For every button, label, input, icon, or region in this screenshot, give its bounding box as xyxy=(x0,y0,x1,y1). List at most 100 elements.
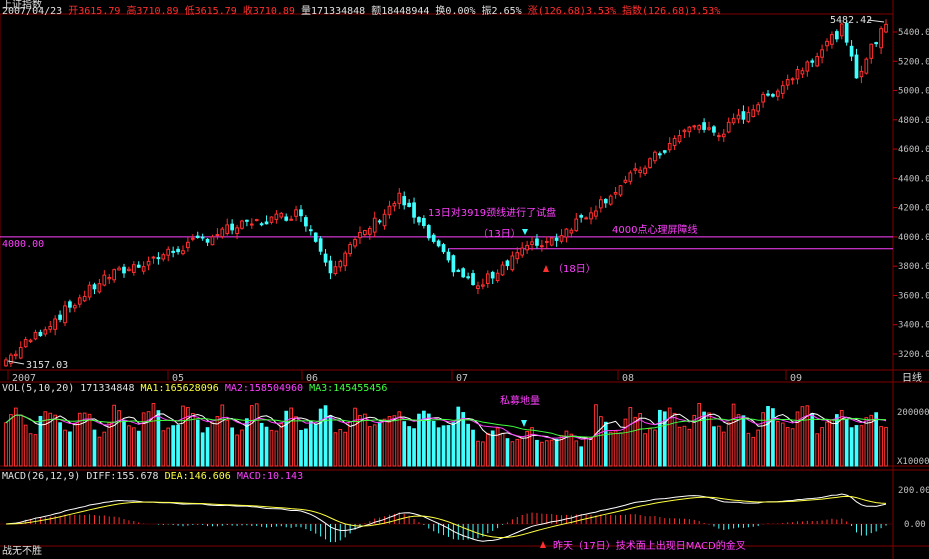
candle-body-145 xyxy=(716,135,721,138)
high-price-pointer xyxy=(867,19,885,23)
candle-body-106 xyxy=(525,244,529,251)
candle-body-137 xyxy=(677,135,682,143)
volume-bar-104 xyxy=(515,438,520,467)
volume-bar-44 xyxy=(220,404,225,467)
volume-bar-136 xyxy=(672,412,677,467)
quote-close: 收3710.89 xyxy=(242,6,295,17)
candle-body-155 xyxy=(766,93,770,96)
volume-bar-134 xyxy=(662,411,667,467)
quote-index-change: 指数(126.68)3.53% xyxy=(622,6,721,17)
price-tick-label-5: 4400.00 xyxy=(898,174,929,184)
volume-bar-130 xyxy=(643,433,647,467)
candle-body-72 xyxy=(358,232,362,239)
candle-body-80 xyxy=(397,192,402,204)
candle-body-26 xyxy=(131,264,136,273)
candle-body-60 xyxy=(299,209,303,217)
volume-bar-128 xyxy=(633,416,638,467)
volume-bar-42 xyxy=(210,422,215,467)
macd-info-row: MACD(26,12,9) DIFF:155.678 DEA:146.606 M… xyxy=(2,471,303,483)
candle-body-157 xyxy=(775,90,780,97)
vol-value: 171334848 xyxy=(80,383,135,394)
volume-bar-31 xyxy=(156,410,161,467)
candle-body-37 xyxy=(186,241,190,249)
candle-body-132 xyxy=(653,151,657,162)
volume-bar-168 xyxy=(830,419,834,467)
candle-body-17 xyxy=(87,284,92,298)
volume-bar-165 xyxy=(815,433,820,467)
volume-bar-73 xyxy=(363,413,367,467)
candle-body-90 xyxy=(446,251,451,261)
month-label-0: 2007 xyxy=(12,373,36,384)
ohlc-info-row: 2007/04/23 开3615.79 高3710.89 低3615.79 收3… xyxy=(2,6,720,18)
candle-body-0 xyxy=(4,359,8,367)
chart-title-row: 上证指数 xyxy=(2,0,42,12)
candle-body-27 xyxy=(136,264,141,268)
candle-body-178 xyxy=(879,28,883,49)
candle-body-42 xyxy=(210,236,215,246)
candle-body-64 xyxy=(318,238,323,252)
candle-body-120 xyxy=(594,210,598,217)
volume-bar-67 xyxy=(333,432,338,467)
volume-bar-45 xyxy=(225,419,230,467)
vol-ma3-line xyxy=(5,414,887,438)
candle-body-129 xyxy=(638,169,643,173)
high-price-label: 5482.42 xyxy=(830,15,872,26)
arrow-up-18 xyxy=(543,265,549,272)
volume-bar-177 xyxy=(874,412,879,467)
volume-bar-13 xyxy=(68,431,72,467)
macd-dea: DEA:146.606 xyxy=(164,471,231,482)
volume-bar-74 xyxy=(367,426,372,467)
candle-body-87 xyxy=(431,234,436,242)
candle-body-2 xyxy=(13,353,18,357)
candle-body-108 xyxy=(535,238,539,246)
vol-ma1: MA1:165628096 xyxy=(140,383,219,394)
candle-body-142 xyxy=(702,122,706,130)
volume-bar-80 xyxy=(397,411,402,467)
candle-body-150 xyxy=(741,111,746,120)
volume-bar-152 xyxy=(751,436,756,467)
candle-body-61 xyxy=(304,217,308,227)
candle-body-31 xyxy=(156,257,161,260)
candle-body-135 xyxy=(667,142,672,151)
volume-bar-3 xyxy=(18,414,23,467)
candle-body-93 xyxy=(461,268,466,278)
candle-body-5 xyxy=(28,339,33,342)
candle-body-148 xyxy=(731,117,736,124)
volume-bar-86 xyxy=(426,413,431,467)
volume-bar-146 xyxy=(721,431,726,467)
candle-body-177 xyxy=(874,42,879,45)
candle-body-143 xyxy=(707,127,711,130)
candle-body-56 xyxy=(279,212,284,218)
volume-bar-157 xyxy=(775,420,780,467)
volume-bar-149 xyxy=(736,414,741,467)
candle-body-103 xyxy=(510,255,515,271)
candle-body-78 xyxy=(387,205,392,216)
candle-body-29 xyxy=(146,260,151,266)
annotation-day18: （18日） xyxy=(553,263,596,275)
volume-bar-23 xyxy=(117,410,121,467)
candle-body-30 xyxy=(151,256,156,259)
annotation-psych: 4000点心理屏障线 xyxy=(612,223,697,236)
candle-body-18 xyxy=(92,284,97,290)
volume-bar-40 xyxy=(200,432,205,467)
volume-bar-91 xyxy=(451,422,456,467)
volume-bar-133 xyxy=(658,409,662,467)
candle-body-79 xyxy=(392,203,397,207)
volume-bar-161 xyxy=(795,411,800,467)
quote-amplitude: 振2.65% xyxy=(481,6,522,17)
price-tick-label-0: 5400.00 xyxy=(898,28,929,38)
volume-bar-34 xyxy=(171,425,176,467)
candle-body-19 xyxy=(97,283,102,293)
candle-body-6 xyxy=(33,331,38,340)
volume-bar-21 xyxy=(107,422,112,467)
quote-high: 高3710.89 xyxy=(126,6,179,17)
volume-bar-77 xyxy=(382,418,387,467)
candle-body-66 xyxy=(328,260,333,274)
candle-body-174 xyxy=(859,70,864,78)
candle-body-50 xyxy=(249,223,254,226)
volume-bar-36 xyxy=(181,405,185,467)
arrow-down-13 xyxy=(522,229,528,235)
candle-body-172 xyxy=(849,45,854,57)
volume-bar-16 xyxy=(82,412,87,467)
volume-bar-82 xyxy=(407,426,411,467)
